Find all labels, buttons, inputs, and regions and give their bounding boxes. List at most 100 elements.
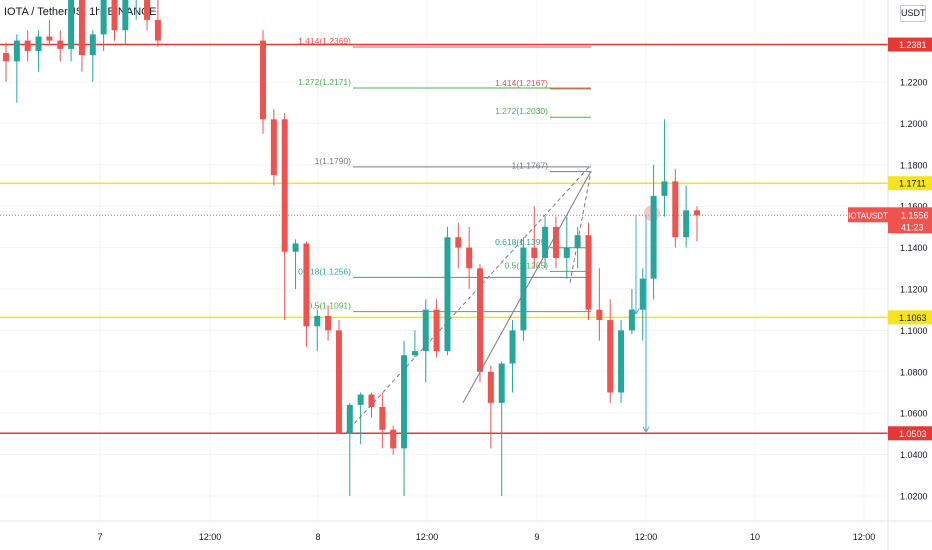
candle-body xyxy=(477,268,483,372)
candles xyxy=(3,0,700,496)
candle-body xyxy=(154,19,161,41)
candle-body xyxy=(585,235,592,310)
target-arrow-head xyxy=(642,426,650,433)
candle-body xyxy=(281,119,288,252)
price-tick-label: 1.2000 xyxy=(900,119,928,129)
candle-body xyxy=(314,315,321,327)
candle-body xyxy=(683,210,690,238)
price-tick-label: 1.2200 xyxy=(900,78,928,88)
fib-level-label: 1(1.1790) xyxy=(315,156,352,166)
candle-body xyxy=(379,406,386,430)
price-label-text: 1.1556 xyxy=(901,210,929,220)
price-label-bg xyxy=(888,207,932,234)
price-tick-label: 1.0800 xyxy=(900,367,928,377)
fib-level-label: 0.618(1.1256) xyxy=(298,266,351,276)
symbol-tag xyxy=(848,207,888,223)
price-labels: 1.2381 1.1711 IOTAUSDT 1.1556 41:23 1.1063 1.0… xyxy=(848,37,932,441)
time-tick-label: 12:00 xyxy=(199,532,222,542)
candle-body xyxy=(292,243,299,252)
candle-body xyxy=(78,0,85,56)
candle-body xyxy=(46,36,53,41)
candle-body xyxy=(466,247,473,269)
candle-body xyxy=(498,363,505,403)
price-label-text: 1.1711 xyxy=(899,179,926,189)
target-arrows xyxy=(632,215,650,433)
candle-body xyxy=(24,40,31,51)
trend-lines xyxy=(344,164,592,435)
fib-level-label: 0.5(1.1091) xyxy=(308,301,352,311)
candle-body xyxy=(487,371,494,403)
fib-levels: 1.414(1.2369) 1.272(1.2171) 1(1.1790) 0.618… xyxy=(298,36,591,313)
fib-level-label: 0.618(1.1399) xyxy=(495,237,548,247)
candle-body xyxy=(422,309,429,352)
candle-body xyxy=(542,226,549,258)
candle-body xyxy=(444,237,451,352)
trend-line xyxy=(462,170,592,404)
candle-body xyxy=(672,181,679,238)
candle-body xyxy=(433,309,440,352)
fib-level-label: 1.272(1.2171) xyxy=(298,77,351,87)
time-axis: 7 12:00 8 12:00 9 12:00 10 12:00 xyxy=(97,532,875,542)
price-label-bg xyxy=(888,310,932,325)
price-tick-label: 1.1800 xyxy=(900,160,928,170)
candle-body xyxy=(270,119,277,176)
candle-body xyxy=(411,351,418,356)
candle-body xyxy=(607,320,614,393)
candle-body xyxy=(596,309,603,321)
candle-body xyxy=(509,330,516,364)
candle-body xyxy=(335,330,342,434)
candle-body xyxy=(111,0,118,31)
candle-body xyxy=(401,355,408,449)
price-tick-label: 1.1400 xyxy=(900,243,928,253)
candle-body xyxy=(3,53,9,62)
price-tick-label: 1.1000 xyxy=(900,326,928,336)
candle-body xyxy=(531,247,538,258)
countdown-text: 41:23 xyxy=(901,222,924,232)
candle-body xyxy=(144,0,151,20)
candle-body xyxy=(13,40,20,62)
candle-body xyxy=(520,247,527,331)
price-tick-label: 1.0600 xyxy=(900,409,928,419)
price-label-bg xyxy=(888,37,932,52)
candle-body xyxy=(639,278,646,310)
candle-body xyxy=(455,237,462,248)
time-tick-label: 12:00 xyxy=(635,532,658,542)
candle-body xyxy=(57,40,64,49)
trend-line xyxy=(569,170,592,283)
candle-body xyxy=(303,243,310,327)
candle-body xyxy=(694,210,700,216)
price-tick-label: 1.1600 xyxy=(900,202,928,212)
time-tick-label: 10 xyxy=(750,532,760,542)
time-tick-label: 9 xyxy=(534,532,539,542)
candle-body xyxy=(346,404,353,434)
price-label-text: 1.0503 xyxy=(899,429,927,439)
candle-body xyxy=(368,394,375,407)
fib-level-label: 1.414(1.2369) xyxy=(298,36,351,46)
candle-body xyxy=(552,226,559,258)
price-tick-label: 1.1200 xyxy=(900,285,928,295)
candle-body xyxy=(390,429,397,449)
candle-body xyxy=(260,40,266,120)
candle-body xyxy=(122,0,129,31)
candle-body xyxy=(100,0,107,35)
candle-body xyxy=(35,36,42,51)
price-label-bg xyxy=(888,426,932,441)
currency-badge[interactable]: USDT xyxy=(900,5,926,22)
price-axis: 1.2200 1.2000 1.1800 1.1600 1.1400 1.1200 1.10… xyxy=(900,78,928,502)
candle-body xyxy=(661,181,668,196)
fib-level-label: 1(1.1767) xyxy=(512,161,549,171)
grid xyxy=(0,0,888,521)
time-tick-label: 7 xyxy=(97,532,102,542)
price-tick-label: 1.0200 xyxy=(900,492,928,502)
price-tick-label: 1.0400 xyxy=(900,450,928,460)
candle-body xyxy=(89,34,96,56)
candle-body xyxy=(68,0,75,49)
candle-body xyxy=(650,195,657,279)
price-label-bg xyxy=(888,176,932,191)
fib-level-label: 1.272(1.2030) xyxy=(495,106,548,116)
candle-body xyxy=(563,247,570,258)
candle-body xyxy=(357,394,364,405)
time-tick-label: 12:00 xyxy=(853,532,876,542)
symbol-tag-text: IOTAUSDT xyxy=(848,211,888,220)
